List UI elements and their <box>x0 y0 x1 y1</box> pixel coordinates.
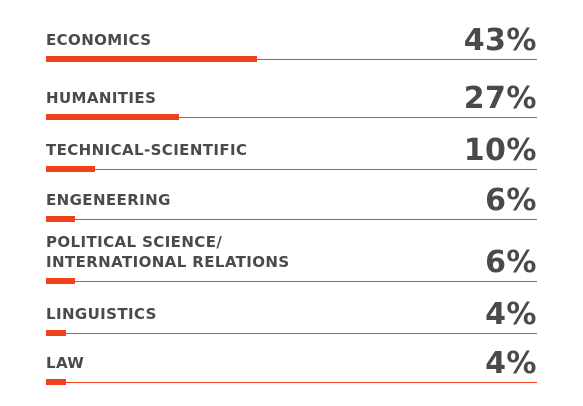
bar-fill <box>46 216 75 222</box>
bar-fill <box>46 56 257 62</box>
category-label: POLITICAL SCIENCE/ INTERNATIONAL RELATIO… <box>46 232 290 271</box>
bar-track <box>46 216 537 222</box>
bar-fill <box>46 166 95 172</box>
bar-track <box>46 166 537 172</box>
value-label: 10% <box>463 133 537 168</box>
bar-track <box>46 56 537 62</box>
bar-track <box>46 379 537 385</box>
bar-fill <box>46 330 66 336</box>
bar-row: ENGENEERING 6% <box>46 176 537 222</box>
category-label: LINGUISTICS <box>46 304 157 323</box>
value-label: 27% <box>463 81 537 116</box>
bar-track <box>46 278 537 284</box>
bar-fill <box>46 379 66 385</box>
bar-row: LINGUISTICS 4% <box>46 290 537 336</box>
bar-fill <box>46 278 75 284</box>
value-label: 6% <box>485 245 537 280</box>
bar-row: TECHNICAL-SCIENTIFIC 10% <box>46 126 537 172</box>
category-label: LAW <box>46 353 85 372</box>
bar-row: ECONOMICS 43% <box>46 10 537 62</box>
value-label: 6% <box>485 183 537 218</box>
category-label: HUMANITIES <box>46 88 157 107</box>
bar-row: LAW 4% <box>46 339 537 385</box>
bar-row: POLITICAL SCIENCE/ INTERNATIONAL RELATIO… <box>46 226 537 284</box>
value-label: 43% <box>463 23 537 58</box>
category-label: ECONOMICS <box>46 30 152 49</box>
value-label: 4% <box>485 346 537 381</box>
value-label: 4% <box>485 297 537 332</box>
category-label: ENGENEERING <box>46 190 171 209</box>
category-label: TECHNICAL-SCIENTIFIC <box>46 140 248 159</box>
bar-fill <box>46 114 179 120</box>
bar-row: HUMANITIES 27% <box>46 68 537 120</box>
bar-track <box>46 330 537 336</box>
bar-track <box>46 114 537 120</box>
